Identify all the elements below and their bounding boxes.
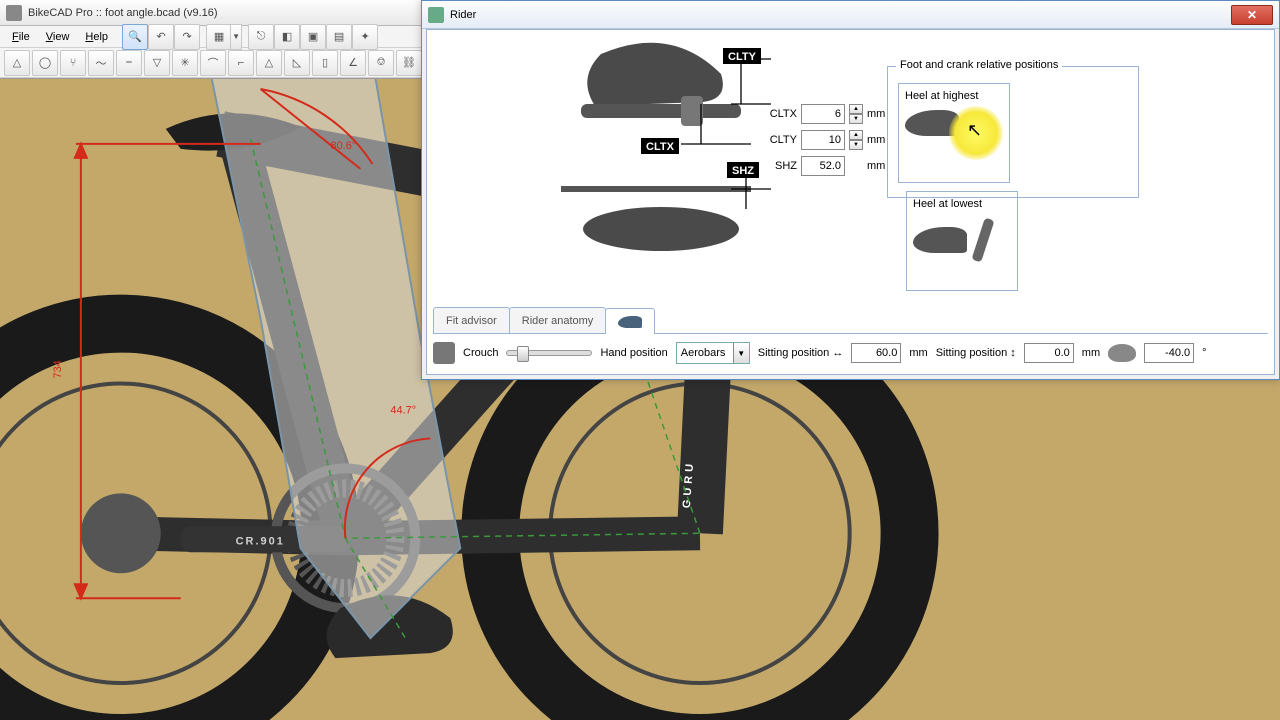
toolbar-b4[interactable]: ▤: [326, 24, 352, 50]
svg-text:CLTY: CLTY: [728, 51, 757, 63]
cltx-input[interactable]: [801, 104, 845, 124]
cltx-spinner[interactable]: ▲▼: [849, 104, 863, 124]
heel-highest-box[interactable]: Heel at highest ↖: [898, 83, 1010, 183]
cltx-unit: mm: [867, 108, 885, 120]
toolbar-undo-btn[interactable]: ↶: [148, 24, 174, 50]
part-seat-btn[interactable]: ▽: [144, 50, 170, 76]
shoe-icon: [913, 227, 967, 253]
sit-v-input[interactable]: [1024, 343, 1074, 363]
head-angle-unit: °: [1202, 347, 1206, 359]
menu-view[interactable]: View: [38, 29, 78, 45]
angle-label-1: 80.6°: [330, 140, 356, 152]
svg-text:SHZ: SHZ: [732, 165, 754, 177]
relative-position-panel: Foot and crank relative positions Heel a…: [887, 66, 1139, 198]
crouch-label: Crouch: [463, 347, 498, 359]
bottom-bar: Crouch Hand position Aerobars▼ Sitting p…: [433, 338, 1268, 368]
toolbar-redo-btn[interactable]: ↷: [174, 24, 200, 50]
part-p10[interactable]: △: [256, 50, 282, 76]
sit-h-label: Sitting position ↔: [758, 347, 844, 359]
svg-text:CLTX: CLTX: [646, 141, 675, 153]
rider-body: CLTY CLTX SHZ CLTX ▲▼ mm CLTY ▲▼ mm SHZ: [426, 29, 1275, 375]
heel-lowest-box[interactable]: Heel at lowest: [906, 191, 1018, 291]
toolbar-b1[interactable]: ⎋: [248, 24, 274, 50]
part-p9[interactable]: ⌐: [228, 50, 254, 76]
part-chain-btn[interactable]: ⛓: [396, 50, 422, 76]
cltx-row: CLTX ▲▼ mm: [761, 104, 885, 124]
part-fork-btn[interactable]: ⑂: [60, 50, 86, 76]
tab-fit-advisor[interactable]: Fit advisor: [433, 307, 510, 333]
clty-row: CLTY ▲▼ mm: [761, 130, 885, 150]
sit-v-unit: mm: [1082, 347, 1100, 359]
rider-title: Rider: [450, 9, 476, 21]
rider-icon: [428, 7, 444, 23]
dim-vertical: 734: [52, 360, 64, 378]
part-p11[interactable]: ◺: [284, 50, 310, 76]
main-title: BikeCAD Pro :: foot angle.bcad (v9.16): [28, 7, 218, 19]
tab-foot[interactable]: [605, 308, 655, 334]
shz-label: SHZ: [761, 160, 797, 172]
shz-input[interactable]: [801, 156, 845, 176]
rider-dialog: Rider ✕ CLTY: [421, 0, 1280, 380]
angle-label-2: 44.7°: [390, 404, 416, 416]
crouch-slider[interactable]: [506, 350, 592, 356]
sit-h-unit: mm: [909, 347, 927, 359]
crank-icon: [972, 218, 995, 263]
part-frame-btn[interactable]: △: [4, 50, 30, 76]
crouch-icon: [433, 342, 455, 364]
clty-spinner[interactable]: ▲▼: [849, 130, 863, 150]
close-button[interactable]: ✕: [1231, 5, 1273, 25]
cursor-icon: ↖: [967, 120, 982, 141]
shoe-tab-icon: [618, 316, 642, 328]
menu-help[interactable]: Help: [77, 29, 116, 45]
toolbar-b5[interactable]: ✦: [352, 24, 378, 50]
toolbar-b3[interactable]: ▣: [300, 24, 326, 50]
clty-input[interactable]: [801, 130, 845, 150]
cltx-label: CLTX: [761, 108, 797, 120]
menu-file[interactable]: File: [4, 29, 38, 45]
shz-row: SHZ mm: [761, 156, 885, 176]
part-p8[interactable]: ⌒: [200, 50, 226, 76]
part-wheel-btn[interactable]: ◯: [32, 50, 58, 76]
app-icon: [6, 5, 22, 21]
part-crank-btn[interactable]: ✳: [172, 50, 198, 76]
toolbar-chart-drop[interactable]: ▼: [230, 24, 242, 50]
shz-unit: mm: [867, 160, 885, 172]
heel-highest-label: Heel at highest: [905, 90, 1003, 102]
head-angle-input[interactable]: [1144, 343, 1194, 363]
crank-label: CR.901: [236, 535, 285, 547]
rel-panel-title: Foot and crank relative positions: [896, 59, 1062, 71]
toolbar-chart-btn[interactable]: ▦: [206, 24, 232, 50]
toolbar-zoom-btn[interactable]: 🔍: [122, 24, 148, 50]
part-bottle-btn[interactable]: ▯: [312, 50, 338, 76]
sit-h-input[interactable]: [851, 343, 901, 363]
part-stem-btn[interactable]: ⎯: [116, 50, 142, 76]
hand-position-combo[interactable]: Aerobars▼: [676, 342, 750, 364]
rider-titlebar[interactable]: Rider ✕: [422, 1, 1279, 29]
sit-v-label: Sitting position ↕: [936, 347, 1016, 359]
part-bar-btn[interactable]: ～: [88, 50, 114, 76]
clty-unit: mm: [867, 134, 885, 146]
clty-label: CLTY: [761, 134, 797, 146]
foot-diagram: CLTY CLTX SHZ: [431, 34, 921, 274]
toolbar-b2[interactable]: ◧: [274, 24, 300, 50]
heel-lowest-label: Heel at lowest: [913, 198, 1011, 210]
part-p14[interactable]: ⎊: [368, 50, 394, 76]
part-p13[interactable]: ∠: [340, 50, 366, 76]
hand-position-label: Hand position: [600, 347, 667, 359]
head-icon: [1108, 344, 1136, 362]
tab-rider-anatomy[interactable]: Rider anatomy: [509, 307, 607, 333]
tabs: Fit advisor Rider anatomy: [433, 306, 1268, 334]
